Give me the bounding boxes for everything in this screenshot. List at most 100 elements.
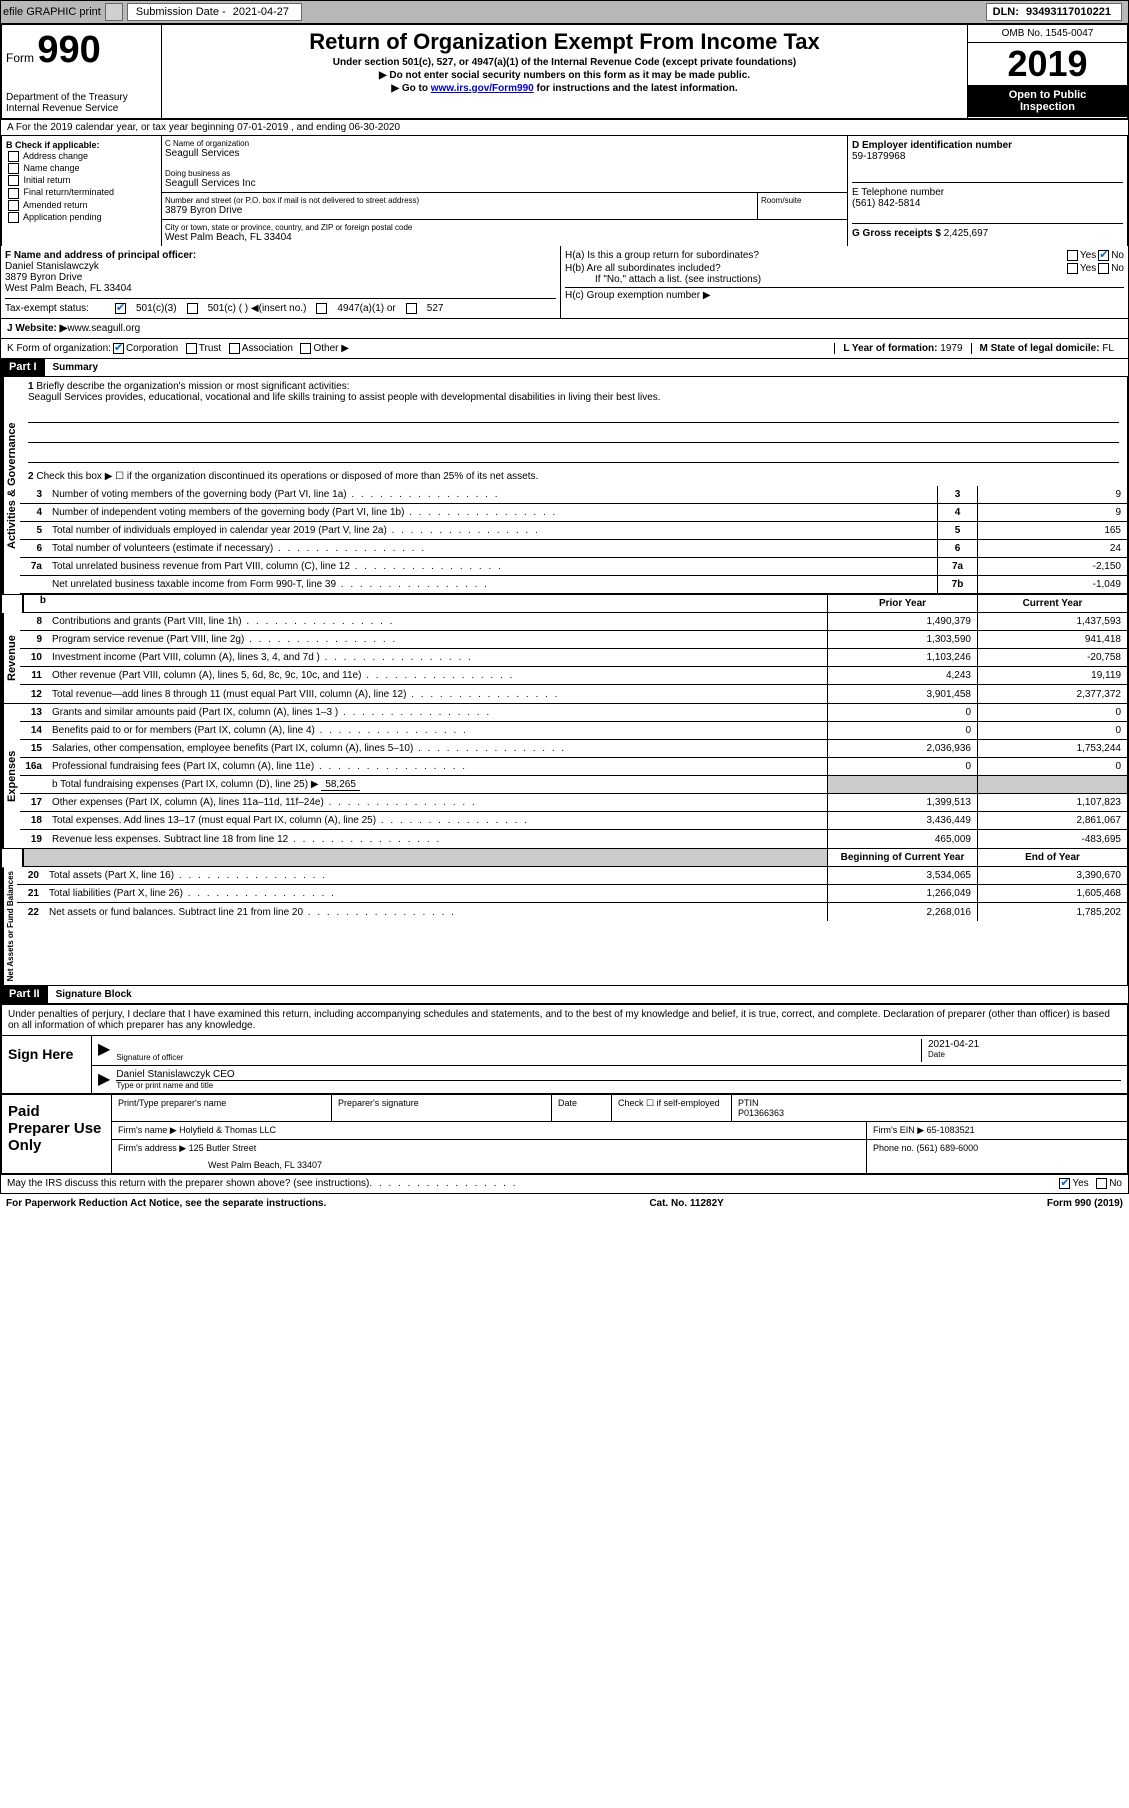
efile-label: efile GRAPHIC print xyxy=(3,6,101,18)
table-row: 10 Investment income (Part VIII, column … xyxy=(20,649,1127,667)
part2-title: Signature Block xyxy=(48,986,1128,1003)
table-row: 16a Professional fundraising fees (Part … xyxy=(20,758,1127,776)
table-row: 3 Number of voting members of the govern… xyxy=(20,486,1127,504)
table-row: 5 Total number of individuals employed i… xyxy=(20,522,1127,540)
street-address: 3879 Byron Drive xyxy=(165,205,754,216)
table-row: Net unrelated business taxable income fr… xyxy=(20,576,1127,594)
form-title: Return of Organization Exempt From Incom… xyxy=(170,29,959,55)
section-governance: Activities & Governance 1 Briefly descri… xyxy=(2,377,1127,595)
end-year-header: End of Year xyxy=(977,849,1127,866)
org-name: Seagull Services xyxy=(165,148,844,159)
label-revenue: Revenue xyxy=(2,613,20,703)
goto-line: ▶ Go to www.irs.gov/Form990 for instruct… xyxy=(170,83,959,94)
section-net-assets: Net Assets or Fund Balances 20 Total ass… xyxy=(2,867,1127,986)
table-row: 21 Total liabilities (Part X, line 26) 1… xyxy=(17,885,1127,903)
table-row: 13 Grants and similar amounts paid (Part… xyxy=(20,704,1127,722)
cb-corp[interactable] xyxy=(113,343,124,354)
label-governance: Activities & Governance xyxy=(2,377,20,594)
firm-addr2: West Palm Beach, FL 33407 xyxy=(118,1160,860,1170)
cb-4947[interactable] xyxy=(316,303,327,314)
website-url: www.seagull.org xyxy=(67,323,140,334)
cb-ha-no[interactable] xyxy=(1098,250,1109,261)
table-row: 7a Total unrelated business revenue from… xyxy=(20,558,1127,576)
section-net-header: Beginning of Current Year End of Year xyxy=(2,849,1127,867)
cb-501c3[interactable] xyxy=(115,303,126,314)
dln: DLN: 93493117010221 xyxy=(986,3,1122,21)
label-net-assets: Net Assets or Fund Balances xyxy=(2,867,17,985)
cb-address[interactable]: Address change xyxy=(6,151,157,162)
table-row: 15 Salaries, other compensation, employe… xyxy=(20,740,1127,758)
perjury-declaration: Under penalties of perjury, I declare th… xyxy=(2,1005,1127,1036)
mission-text: Seagull Services provides, educational, … xyxy=(28,392,1119,403)
signature-block: Under penalties of perjury, I declare th… xyxy=(0,1004,1129,1095)
phone-value: (561) 842-5814 xyxy=(852,198,1123,209)
sign-here-label: Sign Here xyxy=(2,1036,92,1093)
col-b-checkboxes: B Check if applicable: Address change Na… xyxy=(2,136,162,246)
form-number: 990 xyxy=(37,29,100,71)
table-row: 18 Total expenses. Add lines 13–17 (must… xyxy=(20,812,1127,830)
row-j-website: J Website: ▶ www.seagull.org xyxy=(0,319,1129,339)
cb-final[interactable]: Final return/terminated xyxy=(6,187,157,198)
cb-name[interactable]: Name change xyxy=(6,163,157,174)
print-button[interactable]: ‎ xyxy=(105,3,123,21)
current-year-header: Current Year xyxy=(977,595,1127,612)
dept-irs: Internal Revenue Service xyxy=(6,103,157,114)
section-revenue: Revenue 8 Contributions and grants (Part… xyxy=(2,613,1127,704)
paid-preparer-label: Paid Preparer Use Only xyxy=(2,1095,112,1173)
ptin-value: P01366363 xyxy=(738,1108,1121,1118)
table-row: 9 Program service revenue (Part VIII, li… xyxy=(20,631,1127,649)
table-row: 19 Revenue less expenses. Subtract line … xyxy=(20,830,1127,848)
table-row: 17 Other expenses (Part IX, column (A), … xyxy=(20,794,1127,812)
cb-amended[interactable]: Amended return xyxy=(6,200,157,211)
form-subtitle: Under section 501(c), 527, or 4947(a)(1)… xyxy=(170,57,959,68)
omb-number: OMB No. 1545-0047 xyxy=(968,25,1127,43)
dept-treasury: Department of the Treasury xyxy=(6,92,157,103)
row-a-period: A For the 2019 calendar year, or tax yea… xyxy=(0,120,1129,136)
firm-ein: 65-1083521 xyxy=(927,1125,975,1135)
table-row: 14 Benefits paid to or for members (Part… xyxy=(20,722,1127,740)
table-row: 4 Number of independent voting members o… xyxy=(20,504,1127,522)
table-row: 20 Total assets (Part X, line 16) 3,534,… xyxy=(17,867,1127,885)
cb-initial[interactable]: Initial return xyxy=(6,175,157,186)
table-row: 22 Net assets or fund balances. Subtract… xyxy=(17,903,1127,921)
section-expenses: Expenses 13 Grants and similar amounts p… xyxy=(2,704,1127,849)
hc-group: H(c) Group exemption number ▶ xyxy=(565,287,1124,301)
tax-exempt-row: Tax-exempt status: 501(c)(3) 501(c) ( ) … xyxy=(5,298,556,314)
firm-addr1: 125 Butler Street xyxy=(189,1143,257,1153)
cb-pending[interactable]: Application pending xyxy=(6,212,157,223)
room-suite: Room/suite xyxy=(757,193,847,219)
cb-501c[interactable] xyxy=(187,303,198,314)
cat-no: Cat. No. 11282Y xyxy=(649,1198,723,1209)
irs-link[interactable]: www.irs.gov/Form990 xyxy=(431,83,534,94)
footer: For Paperwork Reduction Act Notice, see … xyxy=(0,1194,1129,1213)
sig-date: 2021-04-21 xyxy=(928,1039,1121,1050)
l16b-value: 58,265 xyxy=(321,779,360,791)
cb-527[interactable] xyxy=(406,303,417,314)
officer-addr: 3879 Byron Drive xyxy=(5,272,556,283)
cb-discuss-yes[interactable] xyxy=(1059,1178,1070,1189)
paid-preparer-block: Paid Preparer Use Only Print/Type prepar… xyxy=(0,1095,1129,1175)
open-inspection: Open to PublicInspection xyxy=(968,85,1127,117)
ssn-notice: ▶ Do not enter social security numbers o… xyxy=(170,70,959,81)
table-row: 6 Total number of volunteers (estimate i… xyxy=(20,540,1127,558)
part1-header-row: Part I Summary xyxy=(0,359,1129,377)
table-row: 8 Contributions and grants (Part VIII, l… xyxy=(20,613,1127,631)
prep-phone: (561) 689-6000 xyxy=(917,1143,979,1153)
officer-name: Daniel Stanislawczyk xyxy=(5,261,556,272)
begin-year-header: Beginning of Current Year xyxy=(827,849,977,866)
officer-city: West Palm Beach, FL 33404 xyxy=(5,283,556,294)
firm-name: Holyfield & Thomas LLC xyxy=(179,1125,276,1135)
section-b-header: b Prior Year Current Year xyxy=(2,595,1127,613)
label-expenses: Expenses xyxy=(2,704,20,848)
tax-year: 2019 xyxy=(968,43,1127,85)
top-bar: efile GRAPHIC print ‎ Submission Date - … xyxy=(0,0,1129,24)
col-d-ein: D Employer identification number 59-1879… xyxy=(847,136,1127,246)
col-c-org: C Name of organization Seagull Services … xyxy=(162,136,847,246)
gross-receipts: G Gross receipts $ 2,425,697 xyxy=(852,223,1123,239)
section-fh: F Name and address of principal officer:… xyxy=(0,246,1129,319)
dba-name: Seagull Services Inc xyxy=(165,178,844,189)
discuss-row: May the IRS discuss this return with the… xyxy=(0,1175,1129,1193)
part2-header-row: Part II Signature Block xyxy=(0,986,1129,1004)
section-bcd: B Check if applicable: Address change Na… xyxy=(0,136,1129,246)
city-state-zip: West Palm Beach, FL 33404 xyxy=(165,232,844,243)
